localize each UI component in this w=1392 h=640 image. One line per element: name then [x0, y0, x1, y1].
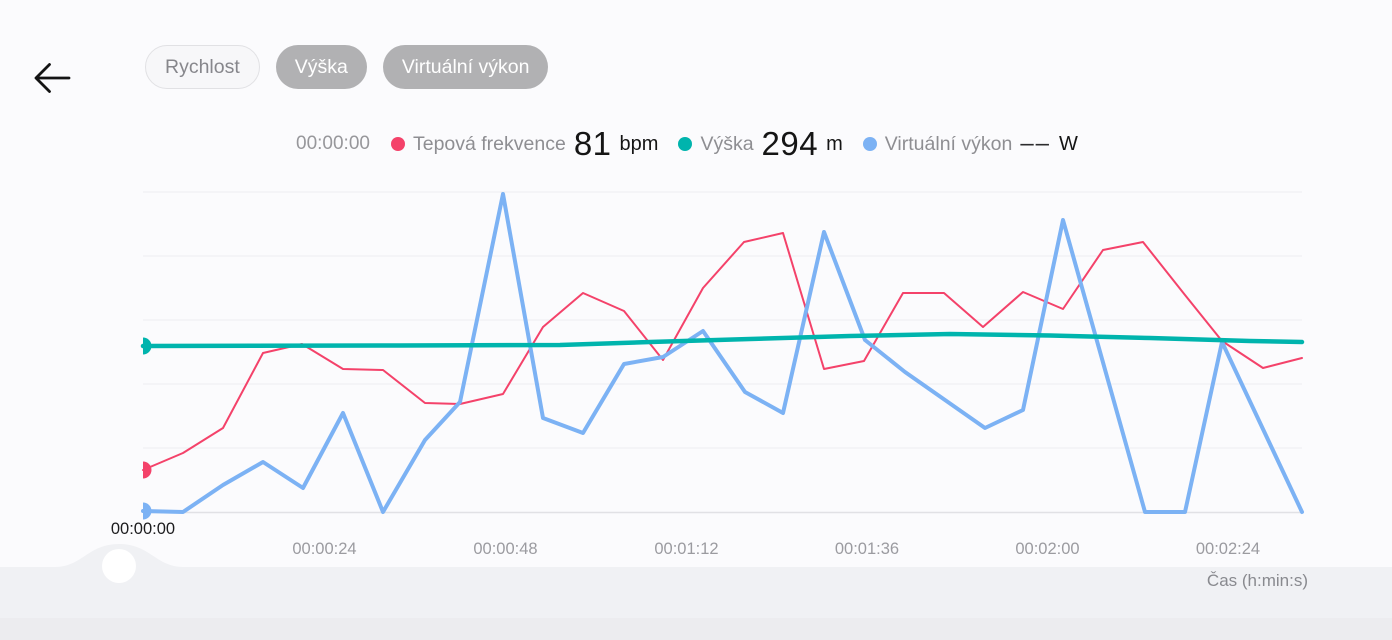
series-start-marker — [143, 502, 152, 520]
legend: 00:00:00 Tepová frekvence 81 bpm Výška 2… — [296, 125, 1078, 162]
x-cursor-label: 00:00:00 — [110, 520, 176, 538]
x-tick-2: 00:00:48 — [473, 540, 538, 558]
altitude-label: Výška — [700, 132, 754, 155]
bottom-strip — [0, 618, 1392, 640]
x-tick-1: 00:00:24 — [292, 540, 357, 558]
heart-rate-value: 81 — [573, 125, 612, 162]
altitude-unit: m — [826, 132, 843, 155]
chip-vyska[interactable]: Výška — [275, 45, 367, 89]
x-tick-4: 00:01:36 — [834, 540, 900, 558]
series-start-marker — [143, 337, 152, 355]
heart-rate-label: Tepová frekvence — [412, 132, 566, 155]
virtual-power-unit: W — [1059, 132, 1078, 155]
x-tick-6: 00:02:24 — [1195, 540, 1261, 558]
altitude-value: 294 — [761, 125, 819, 162]
scrubber-band — [0, 544, 1392, 640]
virtual-power-label: Virtuální výkon — [884, 132, 1013, 155]
virtual-power-dot-icon — [862, 137, 877, 151]
virtual-power-value: –– — [1020, 130, 1052, 157]
time-scrubber-track[interactable] — [0, 540, 1392, 640]
metric-chips: Rychlost Výška Virtuální výkon — [145, 45, 549, 89]
series-start-marker — [143, 461, 152, 479]
back-button[interactable] — [30, 58, 74, 98]
back-arrow-icon — [34, 63, 71, 93]
legend-cursor-time: 00:00:00 — [296, 133, 370, 154]
heart-rate-dot-icon — [390, 137, 405, 151]
x-axis-title: Čas (h:min:s) — [1206, 571, 1308, 590]
chip-virtualni-vykon[interactable]: Virtuální výkon — [382, 45, 549, 89]
scrubber-thumb[interactable] — [102, 549, 136, 583]
chip-rychlost[interactable]: Rychlost — [145, 45, 260, 89]
x-tick-3: 00:01:12 — [654, 540, 719, 558]
x-tick-5: 00:02:00 — [1015, 540, 1080, 558]
heart-rate-unit: bpm — [619, 132, 659, 155]
altitude-dot-icon — [678, 137, 693, 151]
